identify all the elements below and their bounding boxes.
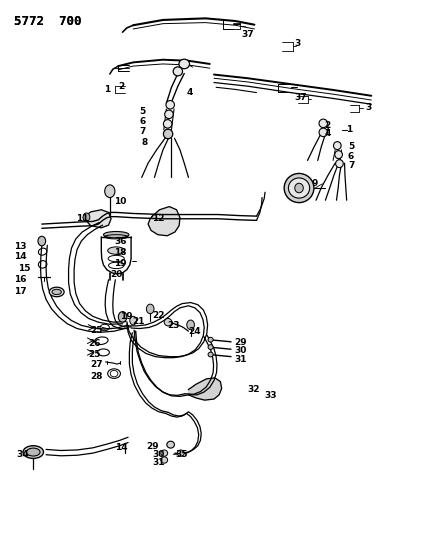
Ellipse shape [319, 128, 327, 136]
Text: 37: 37 [242, 30, 254, 39]
Ellipse shape [52, 289, 61, 295]
Text: 17: 17 [14, 287, 27, 296]
Text: 32: 32 [247, 385, 260, 394]
Ellipse shape [295, 183, 303, 193]
Text: 3: 3 [365, 103, 371, 112]
Text: 5: 5 [140, 107, 146, 116]
Text: 31: 31 [152, 458, 165, 467]
Text: 2: 2 [118, 82, 125, 91]
Ellipse shape [161, 457, 168, 463]
Text: 30: 30 [152, 450, 165, 459]
Ellipse shape [288, 178, 310, 198]
Text: 14: 14 [14, 253, 27, 262]
Text: 1: 1 [104, 85, 110, 94]
Text: 30: 30 [235, 346, 247, 356]
Ellipse shape [173, 67, 182, 76]
Ellipse shape [179, 59, 190, 69]
Text: 29: 29 [146, 442, 159, 451]
Text: 28: 28 [91, 372, 103, 381]
Ellipse shape [27, 448, 40, 456]
Circle shape [146, 304, 154, 314]
Circle shape [38, 236, 46, 246]
Ellipse shape [335, 151, 342, 159]
Text: 24: 24 [188, 327, 201, 336]
Ellipse shape [23, 446, 44, 458]
Circle shape [105, 185, 115, 198]
Text: 9: 9 [312, 179, 318, 188]
Ellipse shape [104, 231, 129, 238]
Ellipse shape [163, 119, 172, 128]
Ellipse shape [163, 129, 173, 139]
Circle shape [83, 213, 90, 221]
Ellipse shape [336, 160, 343, 167]
Ellipse shape [49, 287, 64, 297]
Ellipse shape [166, 101, 175, 109]
Text: 6: 6 [348, 152, 354, 161]
Text: 5772  700: 5772 700 [14, 14, 82, 28]
Text: 8: 8 [142, 138, 148, 147]
Polygon shape [148, 207, 180, 236]
Text: 7: 7 [348, 161, 354, 170]
Text: 1: 1 [346, 125, 352, 134]
Text: 19: 19 [120, 312, 133, 321]
Ellipse shape [167, 441, 175, 448]
Text: 14: 14 [116, 443, 128, 452]
Ellipse shape [284, 173, 314, 203]
Text: 33: 33 [264, 391, 276, 400]
Ellipse shape [165, 110, 173, 118]
Text: 2: 2 [325, 121, 331, 130]
Ellipse shape [319, 119, 327, 127]
Ellipse shape [208, 345, 213, 350]
Circle shape [118, 312, 127, 322]
Text: 19: 19 [114, 259, 127, 268]
Circle shape [130, 317, 137, 325]
Text: 5772  700: 5772 700 [14, 14, 82, 28]
Text: 13: 13 [14, 242, 27, 251]
Text: 27: 27 [91, 360, 103, 369]
Text: 22: 22 [152, 311, 165, 320]
Text: 37: 37 [295, 93, 307, 102]
Text: 4: 4 [186, 88, 193, 97]
Ellipse shape [164, 318, 172, 326]
Text: 26: 26 [89, 339, 101, 348]
Ellipse shape [333, 142, 341, 150]
Text: 18: 18 [114, 248, 127, 257]
Text: 34: 34 [16, 450, 29, 459]
Text: 6: 6 [140, 117, 146, 126]
Text: 25: 25 [89, 350, 101, 359]
Text: 20: 20 [110, 270, 122, 279]
Text: 16: 16 [14, 274, 27, 284]
Ellipse shape [208, 337, 213, 342]
Text: 12: 12 [152, 214, 165, 223]
Text: 31: 31 [235, 355, 247, 364]
Ellipse shape [161, 450, 168, 456]
Text: 25: 25 [91, 326, 103, 335]
Ellipse shape [108, 247, 125, 254]
Text: 15: 15 [18, 264, 31, 272]
Text: 10: 10 [114, 197, 126, 206]
Text: 4: 4 [324, 129, 331, 138]
Text: 36: 36 [114, 237, 127, 246]
Text: 35: 35 [176, 450, 188, 459]
Ellipse shape [178, 450, 184, 456]
Text: 3: 3 [295, 39, 301, 49]
Text: 21: 21 [132, 317, 145, 326]
Text: 7: 7 [140, 127, 146, 136]
Polygon shape [83, 210, 111, 228]
Polygon shape [188, 378, 222, 400]
Text: 29: 29 [235, 338, 247, 347]
Circle shape [187, 320, 194, 329]
Ellipse shape [208, 352, 213, 357]
Text: 11: 11 [76, 214, 88, 223]
Text: 23: 23 [167, 321, 180, 330]
Text: 5: 5 [348, 142, 354, 151]
